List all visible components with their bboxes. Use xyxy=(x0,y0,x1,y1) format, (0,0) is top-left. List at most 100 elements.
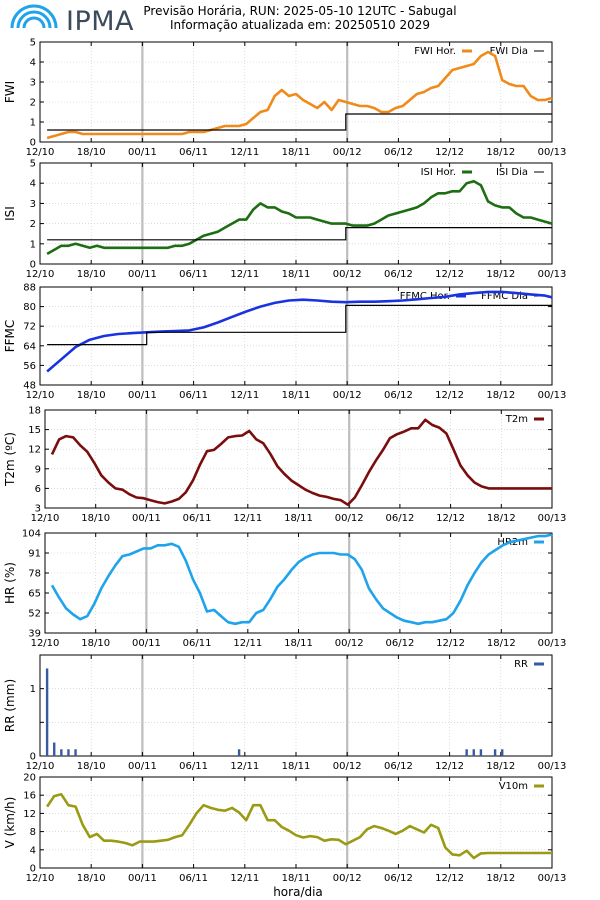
y-axis-label-rr: RR (mm) xyxy=(3,679,17,732)
y-tick-label: 3 xyxy=(35,504,41,515)
x-tick-label: 06/12 xyxy=(384,390,413,401)
x-tick-label: 18/11 xyxy=(282,147,311,158)
x-tick-label: 12/10 xyxy=(26,390,55,401)
x-tick-label: 12/12 xyxy=(435,761,464,772)
x-tick-label: 00/11 xyxy=(128,390,157,401)
ipma-logo: IPMA xyxy=(6,4,166,37)
legend-label: RR xyxy=(514,659,528,670)
x-tick-label: 18/12 xyxy=(486,147,515,158)
legend-label: FFMC Hor. xyxy=(400,291,450,302)
x-tick-label: 00/13 xyxy=(538,638,567,649)
y-tick-label: 0 xyxy=(30,864,36,875)
y-tick-label: 20 xyxy=(23,773,36,784)
x-tick-label: 12/11 xyxy=(230,390,259,401)
x-tick-label: 06/12 xyxy=(384,761,413,772)
y-tick-label: 8 xyxy=(30,827,36,838)
x-tick-label: 00/12 xyxy=(333,390,362,401)
series-ffmc-daily xyxy=(47,304,552,346)
x-tick-label: 12/10 xyxy=(26,761,55,772)
y-tick-label: 15 xyxy=(28,425,41,436)
x-tick-label: 12/12 xyxy=(436,513,465,524)
x-axis-label: hora/dia xyxy=(273,885,323,899)
series-fwi-line xyxy=(46,50,553,140)
series-isi-daily xyxy=(47,227,552,241)
x-tick-label: 06/12 xyxy=(384,269,413,280)
x-tick-label: 00/12 xyxy=(333,269,362,280)
x-tick-label: 00/12 xyxy=(333,873,362,884)
y-tick-label: 0 xyxy=(30,138,36,149)
y-tick-label: 78 xyxy=(28,569,41,580)
y-axis-label-v10: V (km/h) xyxy=(3,797,17,849)
series-v10-line xyxy=(46,792,552,860)
x-tick-label: 06/12 xyxy=(384,147,413,158)
y-tick-label: 4 xyxy=(30,179,36,190)
series-fwi-daily xyxy=(47,113,552,131)
x-tick-label: 00/11 xyxy=(128,873,157,884)
x-tick-label: 12/10 xyxy=(26,147,55,158)
x-tick-label: 00/11 xyxy=(128,269,157,280)
x-tick-label: 12/12 xyxy=(436,638,465,649)
rr-bar xyxy=(479,749,483,756)
x-tick-label: 00/12 xyxy=(335,638,364,649)
y-tick-label: 64 xyxy=(23,341,36,352)
y-axis-label-hr: HR (%) xyxy=(3,562,17,604)
y-tick-label: 91 xyxy=(28,549,41,560)
y-tick-label: 52 xyxy=(28,609,41,620)
y-tick-label: 3 xyxy=(30,199,36,210)
series-isi-line xyxy=(46,179,553,256)
rr-bar xyxy=(74,749,77,756)
y-tick-label: 16 xyxy=(23,791,36,802)
x-tick-label: 06/11 xyxy=(183,638,212,649)
rr-bar xyxy=(53,742,56,756)
x-tick-label: 12/12 xyxy=(435,390,464,401)
x-tick-label: 12/11 xyxy=(230,147,259,158)
series-ffmc-line xyxy=(46,290,553,373)
x-tick-label: 00/13 xyxy=(538,390,567,401)
rr-bar xyxy=(493,749,497,756)
y-tick-label: 18 xyxy=(28,406,41,417)
y-axis-label-fwi: FWI xyxy=(3,81,17,103)
x-tick-label: 18/12 xyxy=(486,269,515,280)
x-tick-label: 12/10 xyxy=(31,638,60,649)
x-tick-label: 18/10 xyxy=(77,873,106,884)
y-tick-label: 1 xyxy=(30,239,36,250)
rr-bar xyxy=(45,668,49,756)
rr-bar xyxy=(237,749,241,756)
x-tick-label: 06/12 xyxy=(385,638,414,649)
y-tick-label: 4 xyxy=(30,58,36,69)
legend-label: ISI Hor. xyxy=(421,167,456,178)
y-tick-label: 12 xyxy=(23,809,36,820)
y-tick-label: 72 xyxy=(23,322,36,333)
y-tick-label: 3 xyxy=(30,78,36,89)
x-tick-label: 00/13 xyxy=(538,269,567,280)
x-tick-label: 06/11 xyxy=(179,147,208,158)
logo-arcs-icon xyxy=(10,4,58,29)
x-tick-label: 18/10 xyxy=(77,269,106,280)
legend-label: FWI Hor. xyxy=(414,46,456,57)
x-tick-label: 12/10 xyxy=(26,269,55,280)
x-tick-label: 18/11 xyxy=(282,269,311,280)
y-tick-label: 1 xyxy=(30,684,36,695)
x-tick-label: 18/11 xyxy=(284,638,313,649)
y-axis-label-t2m: T2m (ºC) xyxy=(3,432,17,487)
x-tick-label: 00/13 xyxy=(538,761,567,772)
page-title: Previsão Horária, RUN: 2025-05-10 12UTC … xyxy=(143,4,457,18)
x-tick-label: 18/12 xyxy=(486,761,515,772)
x-tick-label: 18/11 xyxy=(282,873,311,884)
y-tick-label: 56 xyxy=(23,361,36,372)
x-tick-label: 12/10 xyxy=(26,873,55,884)
x-tick-label: 12/12 xyxy=(435,147,464,158)
rr-bar xyxy=(60,749,63,756)
page-header: IPMA Previsão Horária, RUN: 2025-05-10 1… xyxy=(0,0,600,37)
x-tick-label: 00/13 xyxy=(538,873,567,884)
x-tick-label: 00/12 xyxy=(333,761,362,772)
y-tick-label: 12 xyxy=(28,445,41,456)
rr-bar xyxy=(501,749,504,756)
x-tick-label: 00/11 xyxy=(128,761,157,772)
page-subtitle: Informação atualizada em: 20250510 2029 xyxy=(169,18,431,32)
y-tick-label: 4 xyxy=(30,845,36,856)
x-tick-label: 12/10 xyxy=(31,513,60,524)
x-tick-label: 18/10 xyxy=(77,390,106,401)
x-tick-label: 06/11 xyxy=(179,269,208,280)
x-tick-label: 18/11 xyxy=(282,761,311,772)
